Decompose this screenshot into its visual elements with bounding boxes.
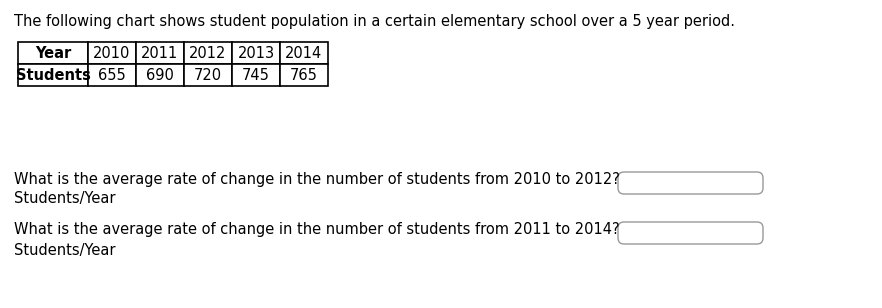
Bar	[88, 42, 136, 64]
Text: 2012: 2012	[190, 46, 227, 60]
Bar	[136, 64, 184, 86]
Bar	[88, 64, 136, 86]
Text: 2011: 2011	[141, 46, 179, 60]
Bar	[184, 42, 232, 64]
Text: 2013: 2013	[237, 46, 274, 60]
Text: What is the average rate of change in the number of students from 2011 to 2014?: What is the average rate of change in th…	[14, 222, 620, 237]
Text: 720: 720	[194, 67, 222, 83]
Bar	[18, 64, 88, 86]
Bar	[232, 64, 280, 86]
Text: 690: 690	[146, 67, 174, 83]
Bar	[136, 42, 184, 64]
Text: The following chart shows student population in a certain elementary school over: The following chart shows student popula…	[14, 14, 735, 29]
Bar	[18, 42, 88, 64]
Bar	[184, 64, 232, 86]
Text: What is the average rate of change in the number of students from 2010 to 2012?: What is the average rate of change in th…	[14, 172, 620, 187]
Text: 2014: 2014	[286, 46, 323, 60]
FancyBboxPatch shape	[618, 222, 763, 244]
Bar	[280, 64, 328, 86]
FancyBboxPatch shape	[618, 172, 763, 194]
Text: 655: 655	[98, 67, 126, 83]
Text: 2010: 2010	[93, 46, 131, 60]
Text: Students/Year: Students/Year	[14, 243, 116, 258]
Text: Year: Year	[35, 46, 71, 60]
Text: Students: Students	[16, 67, 91, 83]
Text: 765: 765	[290, 67, 318, 83]
Bar	[280, 42, 328, 64]
Bar	[232, 42, 280, 64]
Text: Students/Year: Students/Year	[14, 191, 116, 206]
Text: 745: 745	[242, 67, 270, 83]
